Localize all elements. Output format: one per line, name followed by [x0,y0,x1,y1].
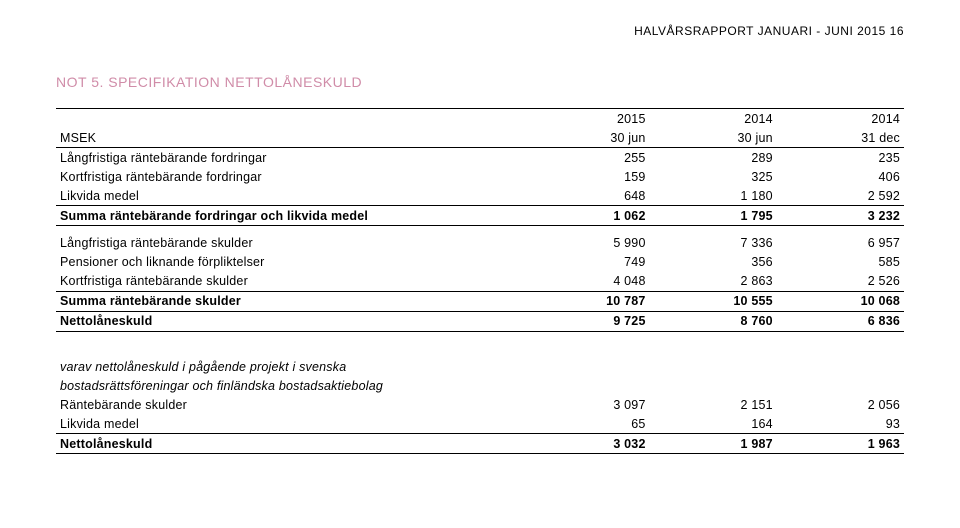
cell-value: 3 032 [522,434,649,454]
cell-value: 406 [777,167,904,186]
cell-value: 255 [522,148,649,168]
table-row-note: bostadsrättsföreningar och finländska bo… [56,376,904,395]
col-msek: MSEK [56,128,522,148]
cell-value: 2 592 [777,186,904,206]
col-date-1: 30 jun [522,128,649,148]
cell-value: 93 [777,414,904,434]
table-row-net: Nettolåneskuld 9 725 8 760 6 836 [56,311,904,331]
cell-value: 7 336 [650,226,777,253]
table-row: Likvida medel 648 1 180 2 592 [56,186,904,206]
col-date-2: 30 jun [650,128,777,148]
cell-value: 10 555 [650,291,777,311]
table-row-sum: Summa räntebärande skulder 10 787 10 555… [56,291,904,311]
table-row: Kortfristiga räntebärande fordringar 159… [56,167,904,186]
cell-value: 325 [650,167,777,186]
cell-value: 6 957 [777,226,904,253]
table-row: Likvida medel 65 164 93 [56,414,904,434]
cell-label: Summa räntebärande skulder [56,291,522,311]
financial-table: 2015 2014 2014 MSEK 30 jun 30 jun 31 dec… [56,108,904,454]
cell-value: 648 [522,186,649,206]
table-row-sum: Summa räntebärande fordringar och likvid… [56,206,904,226]
cell-value: 1 062 [522,206,649,226]
cell-value: 749 [522,253,649,272]
table-row-note: varav nettolåneskuld i pågående projekt … [56,331,904,376]
cell-label: Kortfristiga räntebärande fordringar [56,167,522,186]
col-date-3: 31 dec [777,128,904,148]
col-year-3: 2014 [777,109,904,129]
cell-label: Långfristiga räntebärande fordringar [56,148,522,168]
table-header-years: 2015 2014 2014 [56,109,904,129]
note-line-2: bostadsrättsföreningar och finländska bo… [56,376,522,395]
cell-label: Nettolåneskuld [56,311,522,331]
cell-label: Summa räntebärande fordringar och likvid… [56,206,522,226]
cell-label: Nettolåneskuld [56,434,522,454]
cell-value: 356 [650,253,777,272]
cell-value: 289 [650,148,777,168]
cell-value: 164 [650,414,777,434]
cell-value: 3 097 [522,395,649,414]
cell-value: 2 151 [650,395,777,414]
cell-label: Långfristiga räntebärande skulder [56,226,522,253]
page-header: HALVÅRSRAPPORT JANUARI - JUNI 2015 16 [56,24,904,38]
cell-value: 2 863 [650,272,777,292]
col-year-1: 2015 [522,109,649,129]
cell-value: 6 836 [777,311,904,331]
table-header-dates: MSEK 30 jun 30 jun 31 dec [56,128,904,148]
cell-value: 65 [522,414,649,434]
cell-value: 1 987 [650,434,777,454]
cell-label: Likvida medel [56,186,522,206]
cell-value: 2 526 [777,272,904,292]
note-line-1: varav nettolåneskuld i pågående projekt … [56,331,522,376]
table-row: Räntebärande skulder 3 097 2 151 2 056 [56,395,904,414]
cell-label: Räntebärande skulder [56,395,522,414]
cell-value: 3 232 [777,206,904,226]
cell-label: Pensioner och liknande förpliktelser [56,253,522,272]
table-row: Pensioner och liknande förpliktelser 749… [56,253,904,272]
cell-value: 5 990 [522,226,649,253]
cell-value: 4 048 [522,272,649,292]
cell-value: 2 056 [777,395,904,414]
table-row: Långfristiga räntebärande skulder 5 990 … [56,226,904,253]
table-row-net: Nettolåneskuld 3 032 1 987 1 963 [56,434,904,454]
cell-value: 10 787 [522,291,649,311]
cell-value: 1 795 [650,206,777,226]
col-year-2: 2014 [650,109,777,129]
cell-value: 9 725 [522,311,649,331]
cell-value: 159 [522,167,649,186]
cell-label: Kortfristiga räntebärande skulder [56,272,522,292]
cell-value: 8 760 [650,311,777,331]
table-row: Kortfristiga räntebärande skulder 4 048 … [56,272,904,292]
cell-value: 1 963 [777,434,904,454]
table-row: Långfristiga räntebärande fordringar 255… [56,148,904,168]
cell-value: 585 [777,253,904,272]
cell-value: 1 180 [650,186,777,206]
cell-label: Likvida medel [56,414,522,434]
cell-value: 235 [777,148,904,168]
note-title: NOT 5. SPECIFIKATION NETTOLÅNESKULD [56,74,904,90]
cell-value: 10 068 [777,291,904,311]
